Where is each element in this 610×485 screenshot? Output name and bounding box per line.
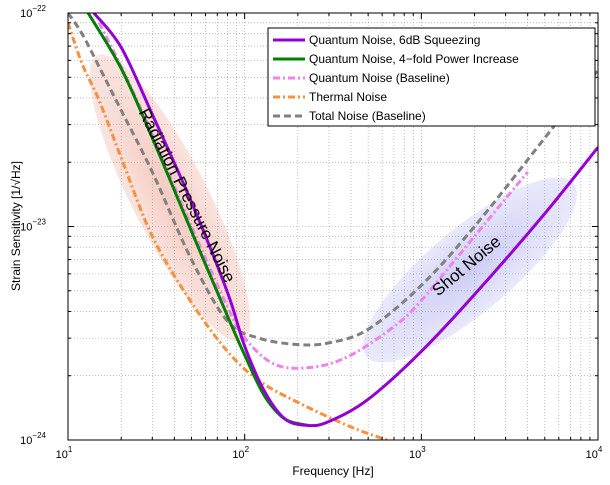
x-axis-label: Frequency [Hz] [292,464,373,478]
legend-box [267,27,596,127]
legend-item-total-baseline-label: Total Noise (Baseline) [309,109,426,123]
legend-item-power-increase-label: Quantum Noise, 4−fold Power Increase [309,52,519,66]
legend-item-quantum-baseline-label: Quantum Noise (Baseline) [309,71,450,85]
x-tick-label: 101 [56,445,73,461]
shot-noise-region [363,177,577,363]
series-line-thermal [68,22,388,440]
legend-item-thermal-label: Thermal Noise [309,90,387,104]
series-lines [68,13,598,440]
y-axis-label: Strain Sensitivity [1/√Hz] [9,161,23,291]
legend-item-squeezing-label: Quantum Noise, 6dB Squeezing [309,33,480,47]
series-line-total-baseline [68,13,598,347]
legend: Quantum Noise, 6dB Squeezing Quantum Nois… [267,27,596,127]
series-line-squeezing [92,13,598,428]
y-tick-label: 10−22 [20,4,46,20]
y-tick-label: 10−23 [20,218,46,234]
x-tick-label: 102 [232,445,249,461]
x-tick-label: 104 [586,445,603,461]
x-tick-label: 103 [409,445,426,461]
tick-marks [67,12,599,441]
y-tick-label: 10−24 [20,431,46,447]
